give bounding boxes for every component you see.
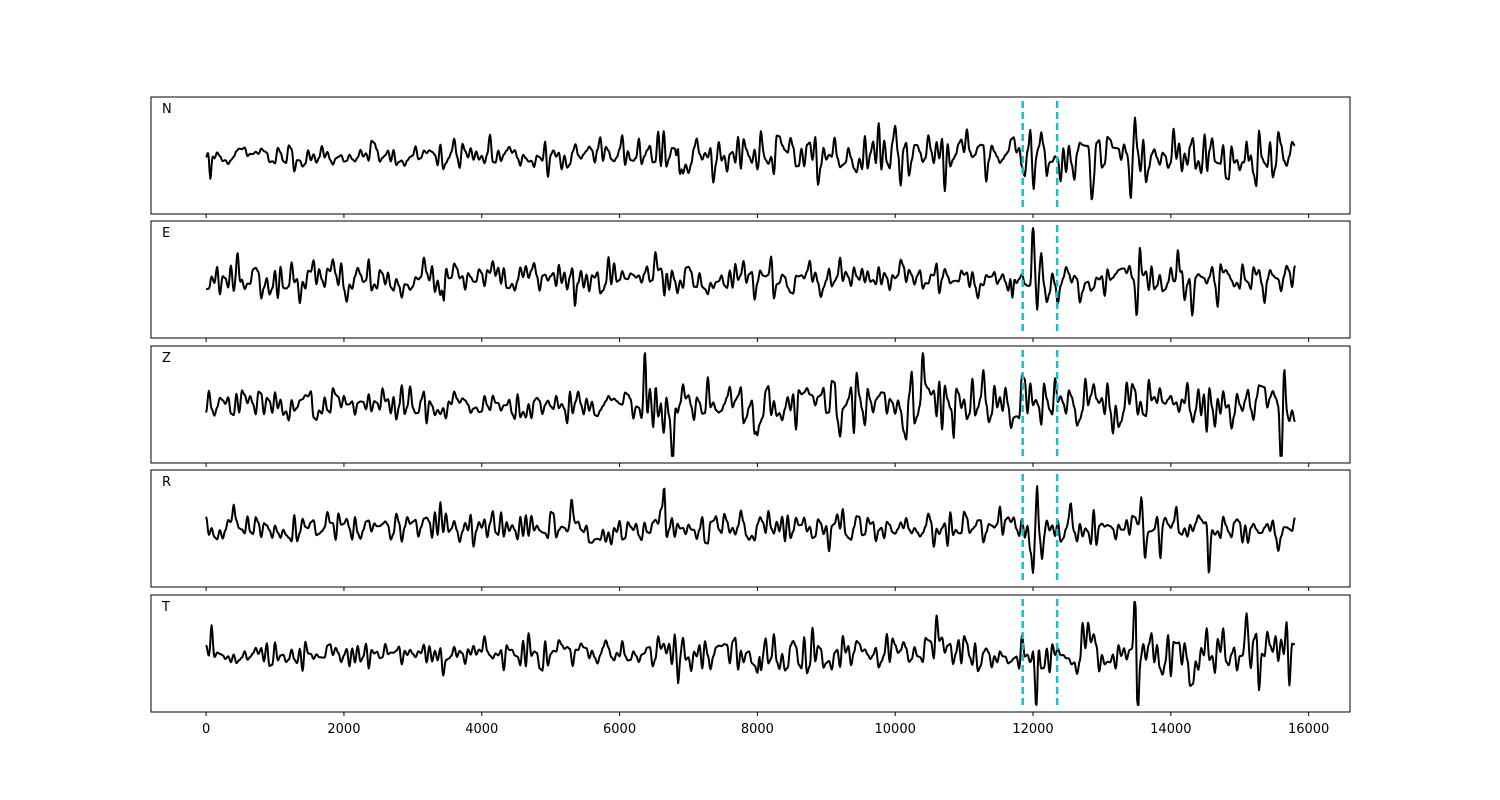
trace-z (205, 352, 1296, 457)
x-tick-label: 0 (202, 722, 210, 737)
panel-e: E (150, 220, 1351, 342)
panel-label: R (162, 475, 171, 490)
trace-t (205, 601, 1296, 706)
panel-z: Z (150, 345, 1351, 467)
x-tick-label: 6000 (603, 722, 636, 737)
panel-frame (150, 220, 1351, 339)
x-tick-label: 8000 (741, 722, 774, 737)
trace-e (205, 227, 1296, 317)
panel-t: T (150, 594, 1351, 716)
panel-label: N (162, 102, 172, 117)
panel-frame (150, 96, 1351, 215)
x-tick-label: 12000 (1012, 722, 1053, 737)
panel-r: R (150, 469, 1351, 591)
trace-r (205, 485, 1296, 574)
x-tick-label: 10000 (875, 722, 916, 737)
panel-label: Z (162, 351, 171, 366)
panel-frame (150, 469, 1351, 588)
panel-frame (150, 345, 1351, 464)
panel-frame (150, 594, 1351, 713)
trace-n (205, 116, 1296, 201)
panel-label: E (162, 226, 170, 241)
x-tick-label: 2000 (327, 722, 360, 737)
x-tick-label: 16000 (1288, 722, 1329, 737)
x-tick-label: 4000 (465, 722, 498, 737)
panel-n: N (150, 96, 1351, 218)
x-tick-label: 14000 (1150, 722, 1191, 737)
panel-label: T (161, 600, 170, 615)
